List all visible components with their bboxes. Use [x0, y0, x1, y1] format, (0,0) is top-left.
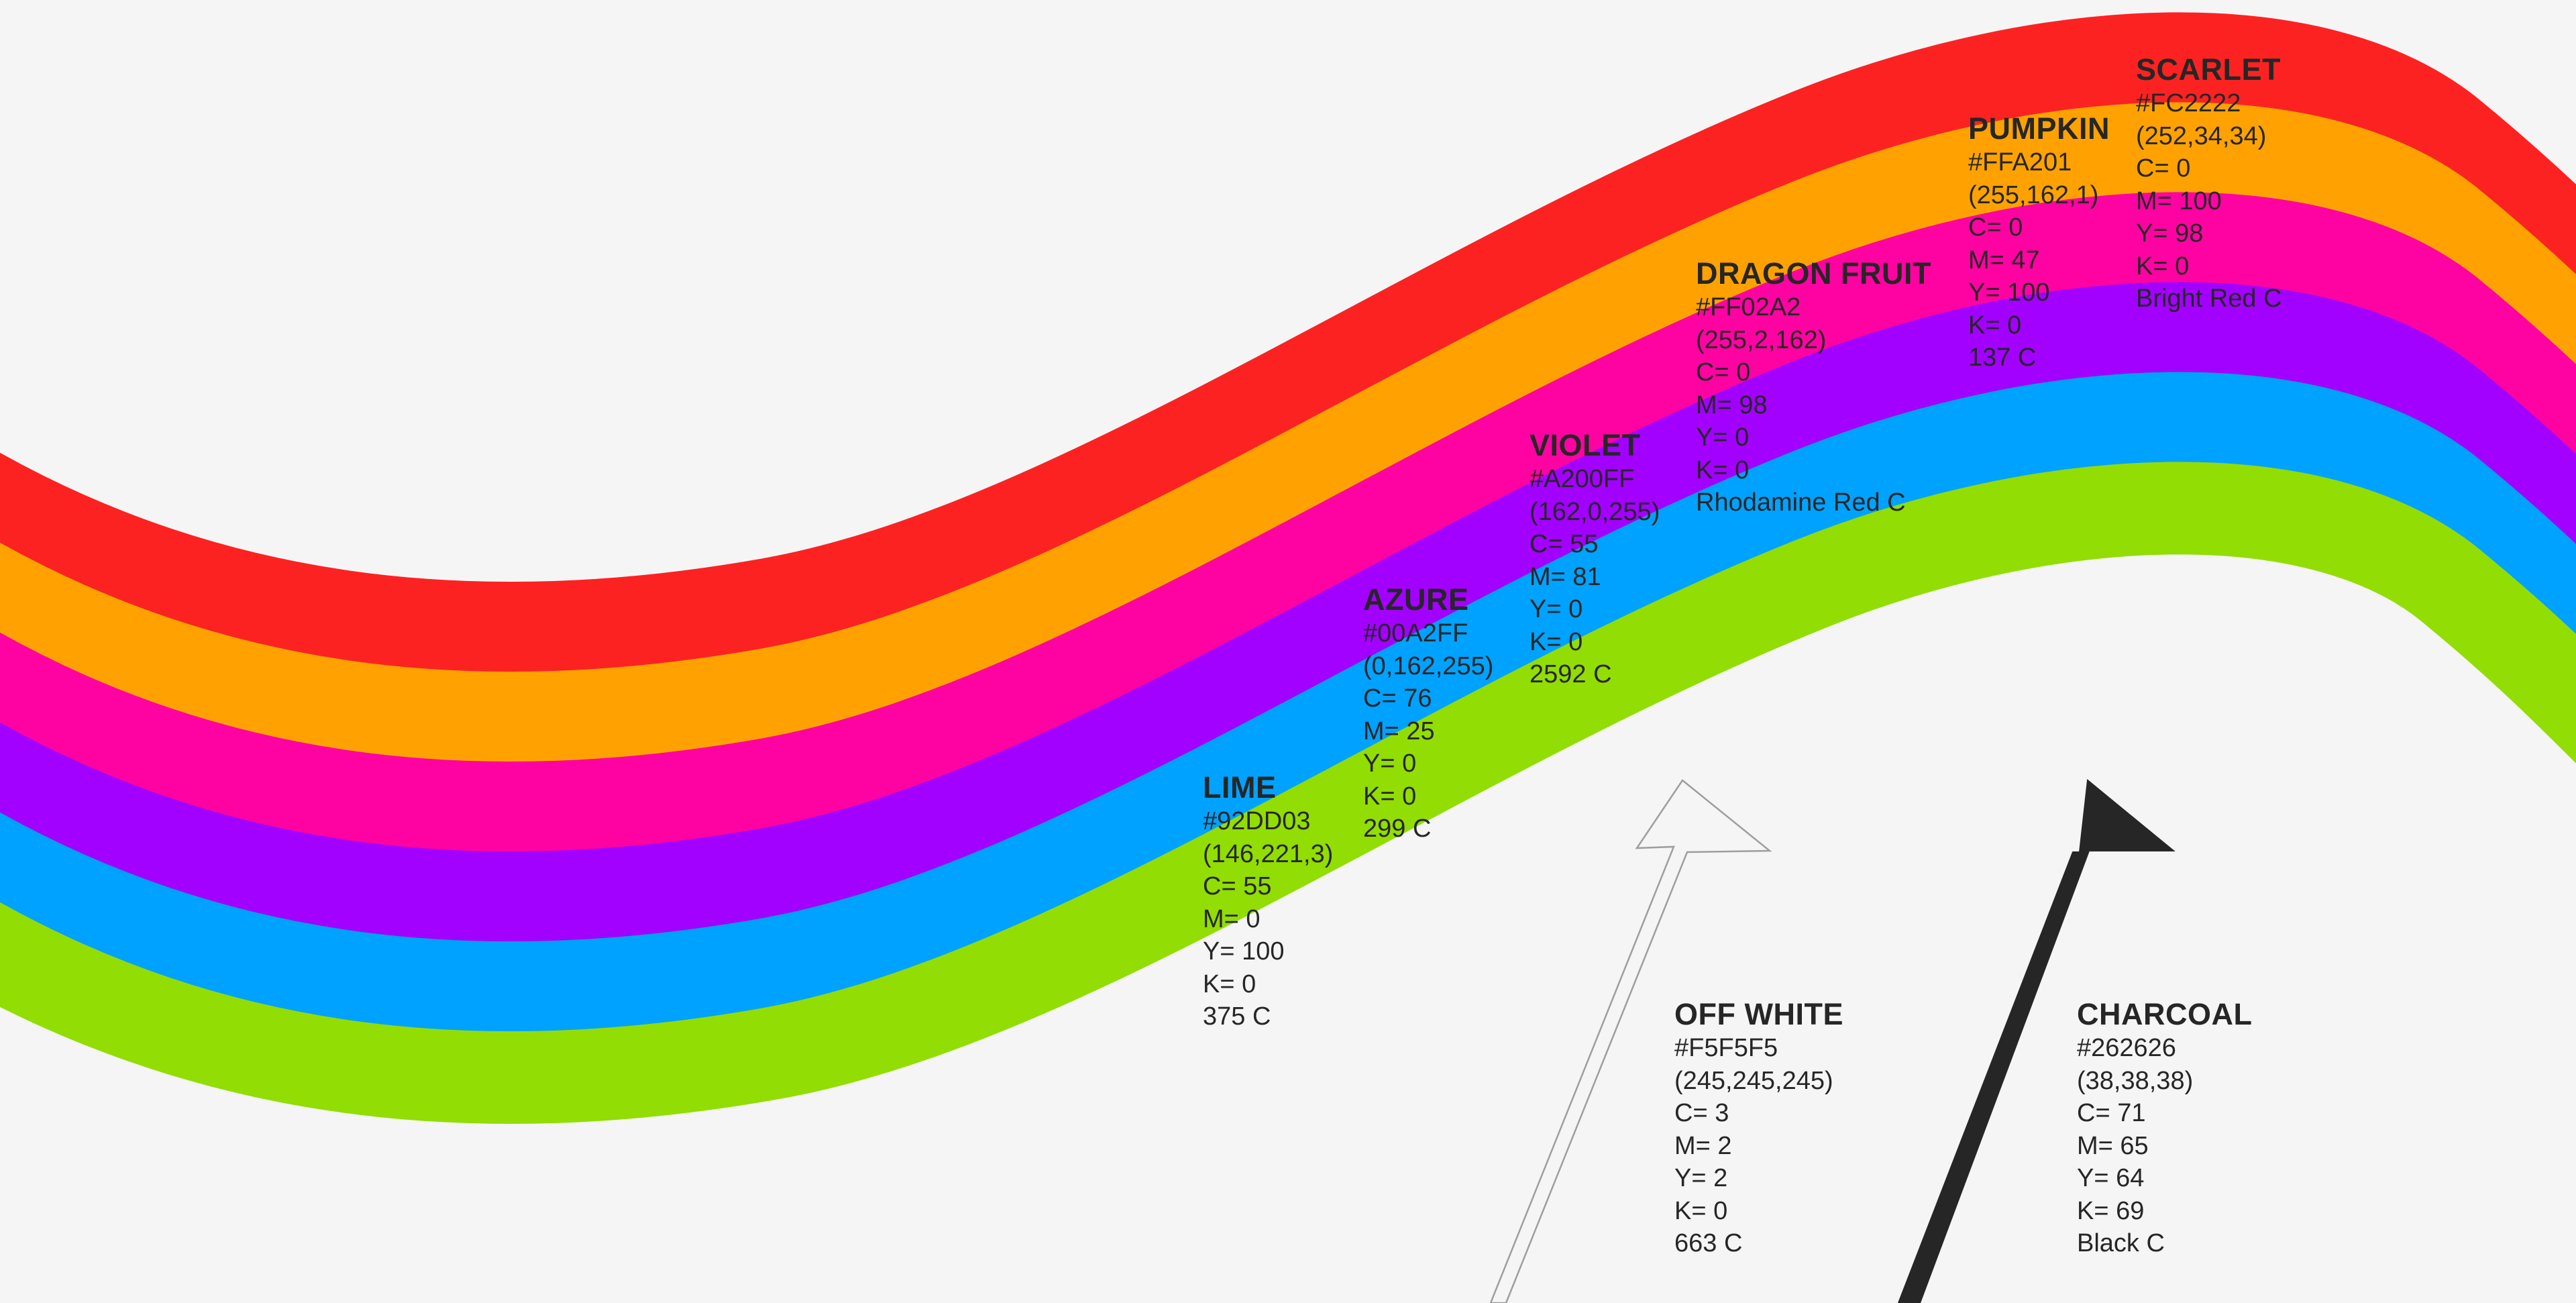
swatch-yellow: Y= 64 — [2077, 1164, 2145, 1192]
swatch-name: AZURE — [1363, 582, 1469, 617]
swatch-key: K= 69 — [2077, 1196, 2145, 1225]
swatch-magenta: M= 47 — [1968, 246, 2040, 274]
swatch-hex: #A200FF — [1529, 465, 1635, 493]
swatch-key: K= 0 — [1363, 782, 1417, 811]
swatch-rgb: (146,221,3) — [1203, 839, 1334, 868]
swatch-rgb: (255,162,1) — [1968, 180, 2099, 209]
swatch-label-dragon-fruit: DRAGON FRUIT #FF02A2 (255,2,162) C= 0 M=… — [1696, 256, 1931, 519]
swatch-key: K= 0 — [1203, 970, 1256, 998]
swatch-magenta: M= 65 — [2077, 1131, 2149, 1160]
swatch-pantone: Bright Red C — [2136, 284, 2282, 313]
swatch-hex: #FF02A2 — [1696, 293, 1801, 321]
swatch-name: CHARCOAL — [2077, 997, 2253, 1031]
swatch-magenta: M= 0 — [1203, 904, 1260, 933]
swatch-hex: #92DD03 — [1203, 807, 1311, 835]
swatch-yellow: Y= 0 — [1529, 595, 1583, 623]
swatch-cyan: C= 0 — [1696, 358, 1751, 386]
swatch-magenta: M= 2 — [1674, 1131, 1732, 1160]
swatch-cyan: C= 76 — [1363, 684, 1432, 713]
swatch-label-off-white: OFF WHITE #F5F5F5 (245,245,245) C= 3 M= … — [1674, 997, 1843, 1260]
swatch-key: K= 0 — [1696, 456, 1750, 484]
swatch-key: K= 0 — [1968, 311, 2022, 340]
band-scarlet — [0, 12, 2576, 675]
swatch-rgb: (0,162,255) — [1363, 652, 1494, 680]
swatch-cyan: C= 71 — [2077, 1099, 2146, 1127]
swatch-magenta: M= 100 — [2136, 187, 2222, 215]
swatch-magenta: M= 25 — [1363, 717, 1435, 745]
swatch-yellow: Y= 98 — [2136, 219, 2204, 248]
swatch-cyan: C= 0 — [1968, 213, 2023, 242]
swatch-rgb: (38,38,38) — [2077, 1066, 2194, 1095]
band-dragon-fruit — [0, 192, 2576, 855]
swatch-label-pumpkin: PUMPKIN #FFA201 (255,162,1) C= 0 M= 47 Y… — [1968, 111, 2110, 374]
swatch-yellow: Y= 100 — [1203, 937, 1285, 966]
swatch-label-azure: AZURE #00A2FF (0,162,255) C= 76 M= 25 Y=… — [1363, 582, 1493, 845]
swatch-cyan: C= 55 — [1529, 530, 1599, 558]
charcoal-arrow-icon — [1897, 779, 2176, 1303]
swatch-label-scarlet: SCARLET #FC2222 (252,34,34) C= 0 M= 100 … — [2136, 52, 2282, 315]
swatch-name: PUMPKIN — [1968, 111, 2110, 146]
swatch-yellow: Y= 100 — [1968, 278, 2050, 307]
band-lime — [0, 462, 2576, 1125]
band-violet — [0, 282, 2576, 945]
swatch-key: K= 0 — [1529, 627, 1583, 656]
swatch-label-charcoal: CHARCOAL #262626 (38,38,38) C= 71 M= 65 … — [2077, 997, 2252, 1260]
swatch-hex: #262626 — [2077, 1034, 2176, 1062]
swatch-cyan: C= 0 — [2136, 154, 2191, 183]
swatch-hex: #FFA201 — [1968, 148, 2072, 176]
swatch-label-violet: VIOLET #A200FF (162,0,255) C= 55 M= 81 Y… — [1529, 428, 1660, 691]
swatch-pantone: 137 C — [1968, 344, 2037, 372]
swatch-rgb: (255,2,162) — [1696, 325, 1827, 354]
swatch-pantone: 663 C — [1674, 1229, 1743, 1257]
swatch-pantone: 299 C — [1363, 815, 1432, 843]
swatch-name: OFF WHITE — [1674, 997, 1843, 1031]
swatch-pantone: Rhodamine Red C — [1696, 488, 1906, 517]
swatch-cyan: C= 3 — [1674, 1099, 1729, 1127]
swatch-hex: #F5F5F5 — [1674, 1034, 1778, 1062]
swatch-rgb: (245,245,245) — [1674, 1066, 1833, 1095]
swatch-cyan: C= 55 — [1203, 872, 1272, 900]
swatch-pantone: 375 C — [1203, 1002, 1271, 1031]
rainbow-bands — [0, 12, 2576, 1125]
swatch-rgb: (162,0,255) — [1529, 497, 1660, 526]
band-pumpkin — [0, 102, 2576, 765]
swatch-hex: #00A2FF — [1363, 619, 1468, 647]
band-azure — [0, 372, 2576, 1035]
swatch-magenta: M= 81 — [1529, 562, 1601, 591]
swatch-name: SCARLET — [2136, 52, 2281, 87]
swatch-name: VIOLET — [1529, 428, 1641, 462]
swatch-name: LIME — [1203, 770, 1277, 804]
swatch-hex: #FC2222 — [2136, 89, 2241, 117]
swatch-magenta: M= 98 — [1696, 390, 1768, 419]
swatch-key: K= 0 — [1674, 1196, 1728, 1225]
swatch-yellow: Y= 2 — [1674, 1164, 1728, 1192]
swatch-pantone: 2592 C — [1529, 660, 1612, 688]
swatch-label-lime: LIME #92DD03 (146,221,3) C= 55 M= 0 Y= 1… — [1203, 770, 1333, 1033]
swatch-key: K= 0 — [2136, 252, 2190, 280]
swatch-yellow: Y= 0 — [1696, 423, 1750, 452]
swatch-yellow: Y= 0 — [1363, 749, 1417, 778]
off-white-arrow-icon — [1489, 779, 1772, 1303]
swatch-name: DRAGON FRUIT — [1696, 256, 1931, 291]
swatch-pantone: Black C — [2077, 1229, 2165, 1257]
swatch-rgb: (252,34,34) — [2136, 121, 2267, 150]
